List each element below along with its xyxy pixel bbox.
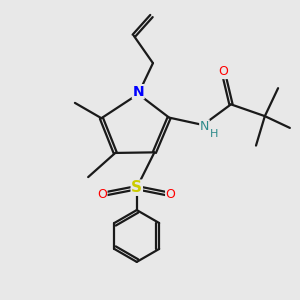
Text: N: N bbox=[132, 85, 144, 99]
Text: O: O bbox=[219, 65, 229, 79]
Text: S: S bbox=[131, 180, 142, 195]
Text: N: N bbox=[200, 120, 209, 133]
Text: O: O bbox=[166, 188, 176, 201]
Text: O: O bbox=[97, 188, 107, 201]
Text: H: H bbox=[210, 129, 218, 140]
